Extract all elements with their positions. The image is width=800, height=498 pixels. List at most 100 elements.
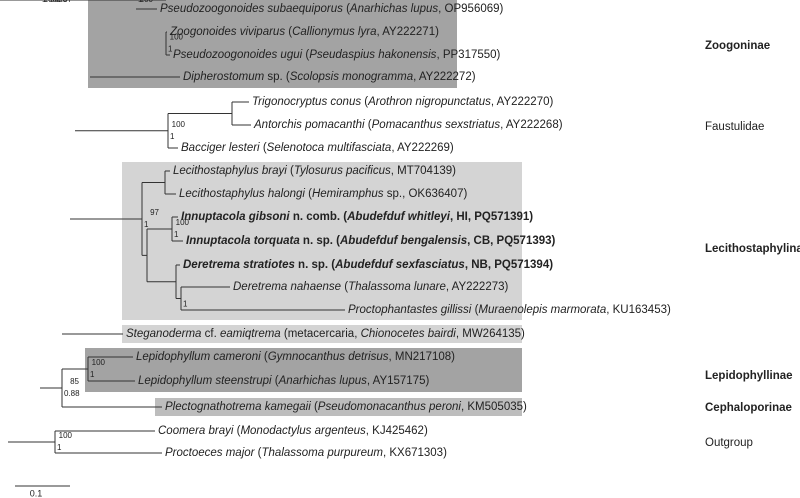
label-part: Coomera brayi: [158, 425, 234, 437]
label-part: , AY222270): [491, 96, 554, 108]
label-part: (: [254, 447, 261, 459]
taxon-label: Innuptacola gibsoni n. comb. (Abudefduf …: [181, 211, 533, 223]
clade-box: [85, 348, 522, 392]
label-part: Scolopsis monogramma: [290, 71, 413, 83]
support-value: 1: [168, 45, 173, 54]
label-part: , HI, PQ571391): [450, 211, 533, 223]
label-part: (: [260, 142, 267, 154]
clade-box: [88, 0, 457, 88]
label-part: , KJ425462): [366, 425, 428, 437]
taxon-label: Steganoderma cf. eamiqtrema (metacercari…: [126, 328, 525, 340]
support-value: 0.87: [56, 0, 72, 4]
label-part: (: [285, 26, 292, 38]
label-part: Antorchis pomacanthi: [253, 119, 365, 131]
label-part: Deretrema nahaense: [233, 281, 341, 293]
label-part: (: [361, 96, 368, 108]
label-part: Hemiramphus: [312, 188, 384, 200]
label-part: (: [261, 351, 268, 363]
label-part: Anarhichas lupus: [278, 375, 367, 387]
label-part: (metacercaria,: [281, 328, 361, 340]
taxon-label: Bacciger lesteri (Selenotoca multifascia…: [181, 142, 454, 154]
support-value: 100: [140, 0, 154, 4]
label-part: Innuptacola torquata: [186, 235, 300, 247]
clade-box: [122, 325, 522, 343]
label-part: (: [471, 304, 478, 316]
support-value: 100: [172, 120, 186, 129]
label-part: sp., OK636407): [384, 188, 468, 200]
label-part: Lecithostaphylus brayi: [173, 165, 287, 177]
label-part: Lepidophyllum steenstrupi: [138, 375, 272, 387]
label-part: Monodactylus argenteus: [240, 425, 366, 437]
label-part: eamiqtrema: [220, 328, 281, 340]
label-part: (: [343, 3, 350, 15]
taxon-label: Lecithostaphylus brayi (Tylosurus pacifi…: [173, 165, 456, 177]
support-value: 97: [150, 208, 159, 217]
taxon-label: Zoogonoides viviparus (Callionymus lyra,…: [169, 26, 439, 38]
support-value: 100: [170, 33, 184, 42]
support-value: 100: [44, 0, 58, 4]
label-part: , MN217108): [389, 351, 456, 363]
taxon-label: Plectognathotrema kamegaii (Pseudomonaca…: [165, 401, 527, 413]
label-part: Abudefduf whitleyi: [346, 211, 451, 223]
label-part: , CB, PQ571393): [467, 235, 555, 247]
taxon-label: Coomera brayi (Monodactylus argenteus, K…: [158, 425, 428, 437]
group-label: Cephaloporinae: [705, 402, 792, 414]
label-part: (: [272, 375, 279, 387]
clade-box: [122, 162, 522, 320]
label-part: , KX671303): [383, 447, 447, 459]
taxon-label: Pseudozoogonoides subaequiporus (Anarhic…: [160, 3, 504, 15]
label-part: (: [311, 401, 318, 413]
taxon-label: Proctophantastes gillissi (Muraenolepis …: [348, 304, 671, 316]
label-part: , MT704139): [391, 165, 456, 177]
taxon-label: Trigonocryptus conus (Arothron nigropunc…: [252, 96, 553, 108]
label-part: , MW264135): [456, 328, 525, 340]
label-part: , KU163453): [606, 304, 671, 316]
label-part: Chionocetes bairdi: [361, 328, 457, 340]
label-part: (: [302, 49, 309, 61]
label-part: Proctoeces major: [165, 447, 256, 459]
label-part: n. sp. (: [295, 259, 335, 271]
label-part: , AY222272): [413, 71, 476, 83]
label-part: Abudefduf sexfasciatus: [334, 259, 465, 271]
support-value: 1: [183, 300, 188, 309]
label-part: , AY222269): [391, 142, 454, 154]
label-part: Callionymus lyra: [292, 26, 376, 38]
label-part: Proctophantastes gillissi: [348, 304, 472, 316]
label-part: Selenotoca multifasciata: [267, 142, 392, 154]
label-part: sp. (: [264, 71, 290, 83]
taxon-label: Deretrema stratiotes n. sp. (Abudefduf s…: [183, 259, 553, 271]
taxon-label: Antorchis pomacanthi (Pomacanthus sexstr…: [253, 119, 563, 131]
support-value: 90: [58, 0, 67, 4]
label-part: Bacciger lesteri: [181, 142, 260, 154]
taxon-label: Pseudozoogonoides ugui (Pseudaspius hako…: [173, 49, 501, 61]
support-value: 1: [57, 443, 62, 452]
clade-box: [155, 398, 522, 416]
label-part: Muraenolepis marmorata: [478, 304, 606, 316]
label-part: Lecithostaphylus halongi: [179, 188, 305, 200]
label-part: , AY222271): [376, 26, 439, 38]
label-part: Pseudomonacanthus peroni: [318, 401, 462, 413]
label-part: (: [365, 119, 372, 131]
support-value: 1: [174, 230, 179, 239]
label-part: , KM505035): [461, 401, 527, 413]
label-part: Steganoderma: [126, 328, 201, 340]
label-part: , AY157175): [367, 375, 430, 387]
label-part: , OP956069): [438, 3, 503, 15]
group-label: Zoogoninae: [705, 40, 770, 52]
label-part: Pseudozoogonoides ugui: [173, 49, 303, 61]
label-part: cf.: [201, 328, 220, 340]
label-part: Deretrema stratiotes: [183, 259, 295, 271]
label-part: Pseudaspius hakonensis: [309, 49, 436, 61]
label-part: (: [233, 425, 240, 437]
support-value: 90: [50, 0, 59, 4]
label-part: Thalassoma lunare: [348, 281, 446, 293]
group-label: Lecithostaphylinae: [705, 243, 800, 255]
label-part: (: [341, 281, 348, 293]
label-part: , AY222268): [500, 119, 563, 131]
label-part: n. comb. (: [290, 211, 348, 223]
label-part: Gymnocanthus detrisus: [268, 351, 389, 363]
label-part: Thalassoma purpureum: [262, 447, 384, 459]
taxon-label: Lepidophyllum cameroni (Gymnocanthus det…: [136, 351, 455, 363]
group-label: Outgroup: [705, 437, 753, 449]
